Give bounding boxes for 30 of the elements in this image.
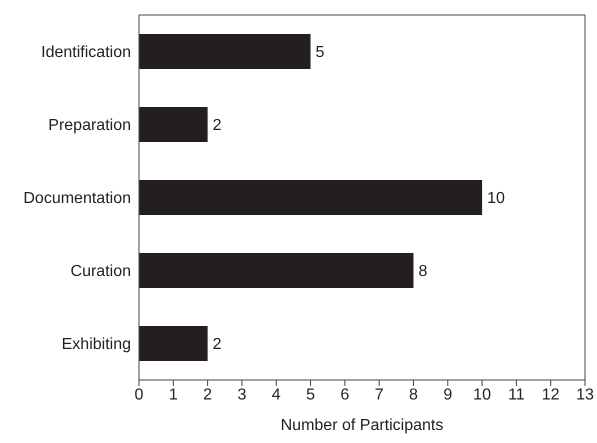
bar — [139, 326, 208, 361]
x-tick-label: 3 — [237, 386, 246, 404]
data-label: 10 — [487, 190, 505, 208]
x-tick-label: 1 — [168, 386, 178, 404]
data-label: 2 — [212, 117, 222, 134]
y-tick-label: Preparation — [48, 117, 131, 134]
x-tick-label: 2 — [203, 386, 212, 404]
bar — [139, 34, 311, 69]
x-tick-label: 4 — [272, 386, 281, 404]
x-tick-label: 6 — [340, 386, 350, 404]
x-tick-label: 11 — [508, 386, 525, 404]
x-tick-label: 12 — [542, 386, 560, 404]
bar — [139, 253, 414, 288]
y-tick-label: Documentation — [23, 190, 131, 208]
y-tick-label: Curation — [70, 263, 131, 280]
x-tick-label: 5 — [306, 386, 316, 404]
bar — [139, 107, 208, 142]
y-tick-label: Identification — [41, 44, 131, 62]
x-tick-label: 13 — [576, 386, 594, 404]
y-tick-label: Exhibiting — [62, 336, 131, 354]
data-label: 8 — [418, 263, 428, 280]
x-axis-title: Number of Participants — [280, 417, 444, 434]
data-label: 5 — [316, 44, 325, 62]
x-tick-label: 0 — [134, 386, 144, 404]
bar — [139, 180, 482, 215]
x-tick-label: 8 — [409, 386, 418, 404]
x-tick-label: 7 — [374, 386, 384, 404]
data-label: 2 — [212, 336, 222, 354]
x-tick-label: 10 — [473, 386, 492, 404]
x-tick-label: 9 — [443, 386, 452, 404]
